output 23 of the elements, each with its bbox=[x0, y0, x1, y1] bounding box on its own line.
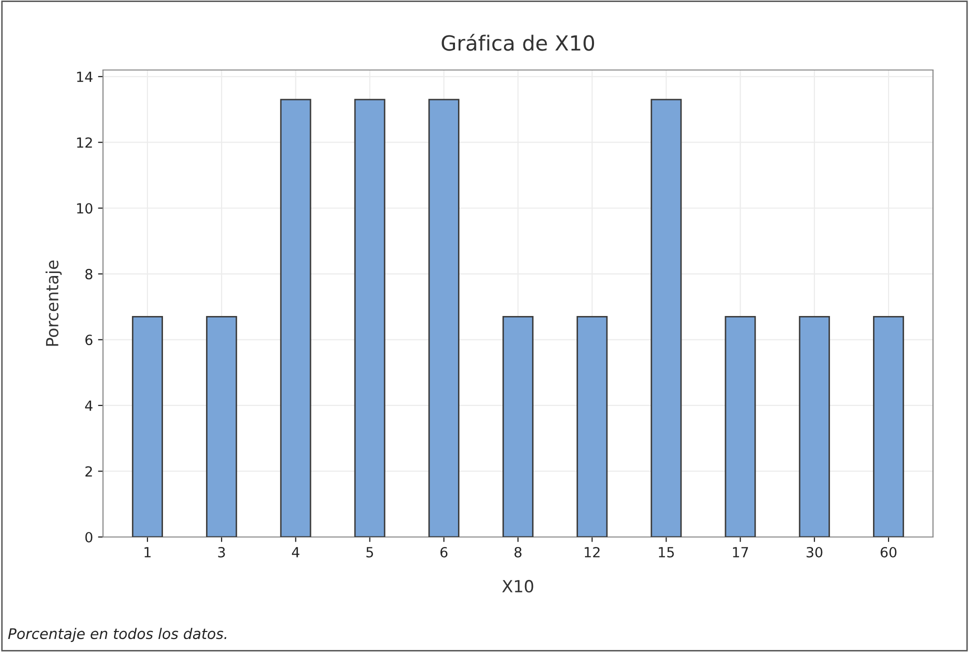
y-tick-label: 10 bbox=[77, 203, 92, 214]
x-tick-label: 8 bbox=[514, 546, 522, 558]
x-tick-label: 1 bbox=[144, 547, 151, 558]
x-tick-label: 30 bbox=[806, 546, 822, 558]
y-tick-label: 2 bbox=[85, 466, 92, 476]
x-tick-label: 60 bbox=[880, 546, 896, 558]
y-tick-label: 6 bbox=[85, 334, 92, 346]
x-tick-label: 3 bbox=[218, 546, 225, 558]
y-tick-label: 12 bbox=[77, 137, 92, 148]
chart-title: Gráfica de X10 bbox=[442, 34, 594, 51]
x-axis-title: X10 bbox=[502, 580, 534, 593]
x-tick-label: 17 bbox=[733, 547, 748, 558]
x-tick-label: 12 bbox=[584, 546, 600, 558]
x-tick-label: 6 bbox=[440, 546, 448, 558]
x-tick-label: 5 bbox=[366, 547, 373, 558]
x-tick-label: 4 bbox=[292, 547, 300, 558]
x-tick-label: 15 bbox=[658, 547, 674, 558]
y-tick-label: 4 bbox=[85, 400, 92, 411]
text: Porcentaje en todos los datos. bbox=[8, 628, 226, 642]
y-axis-title: Porcentaje bbox=[46, 260, 62, 346]
y-tick-label: 8 bbox=[85, 268, 92, 280]
y-tick-label: 14 bbox=[77, 72, 92, 82]
y-tick-label: 0 bbox=[85, 532, 92, 542]
